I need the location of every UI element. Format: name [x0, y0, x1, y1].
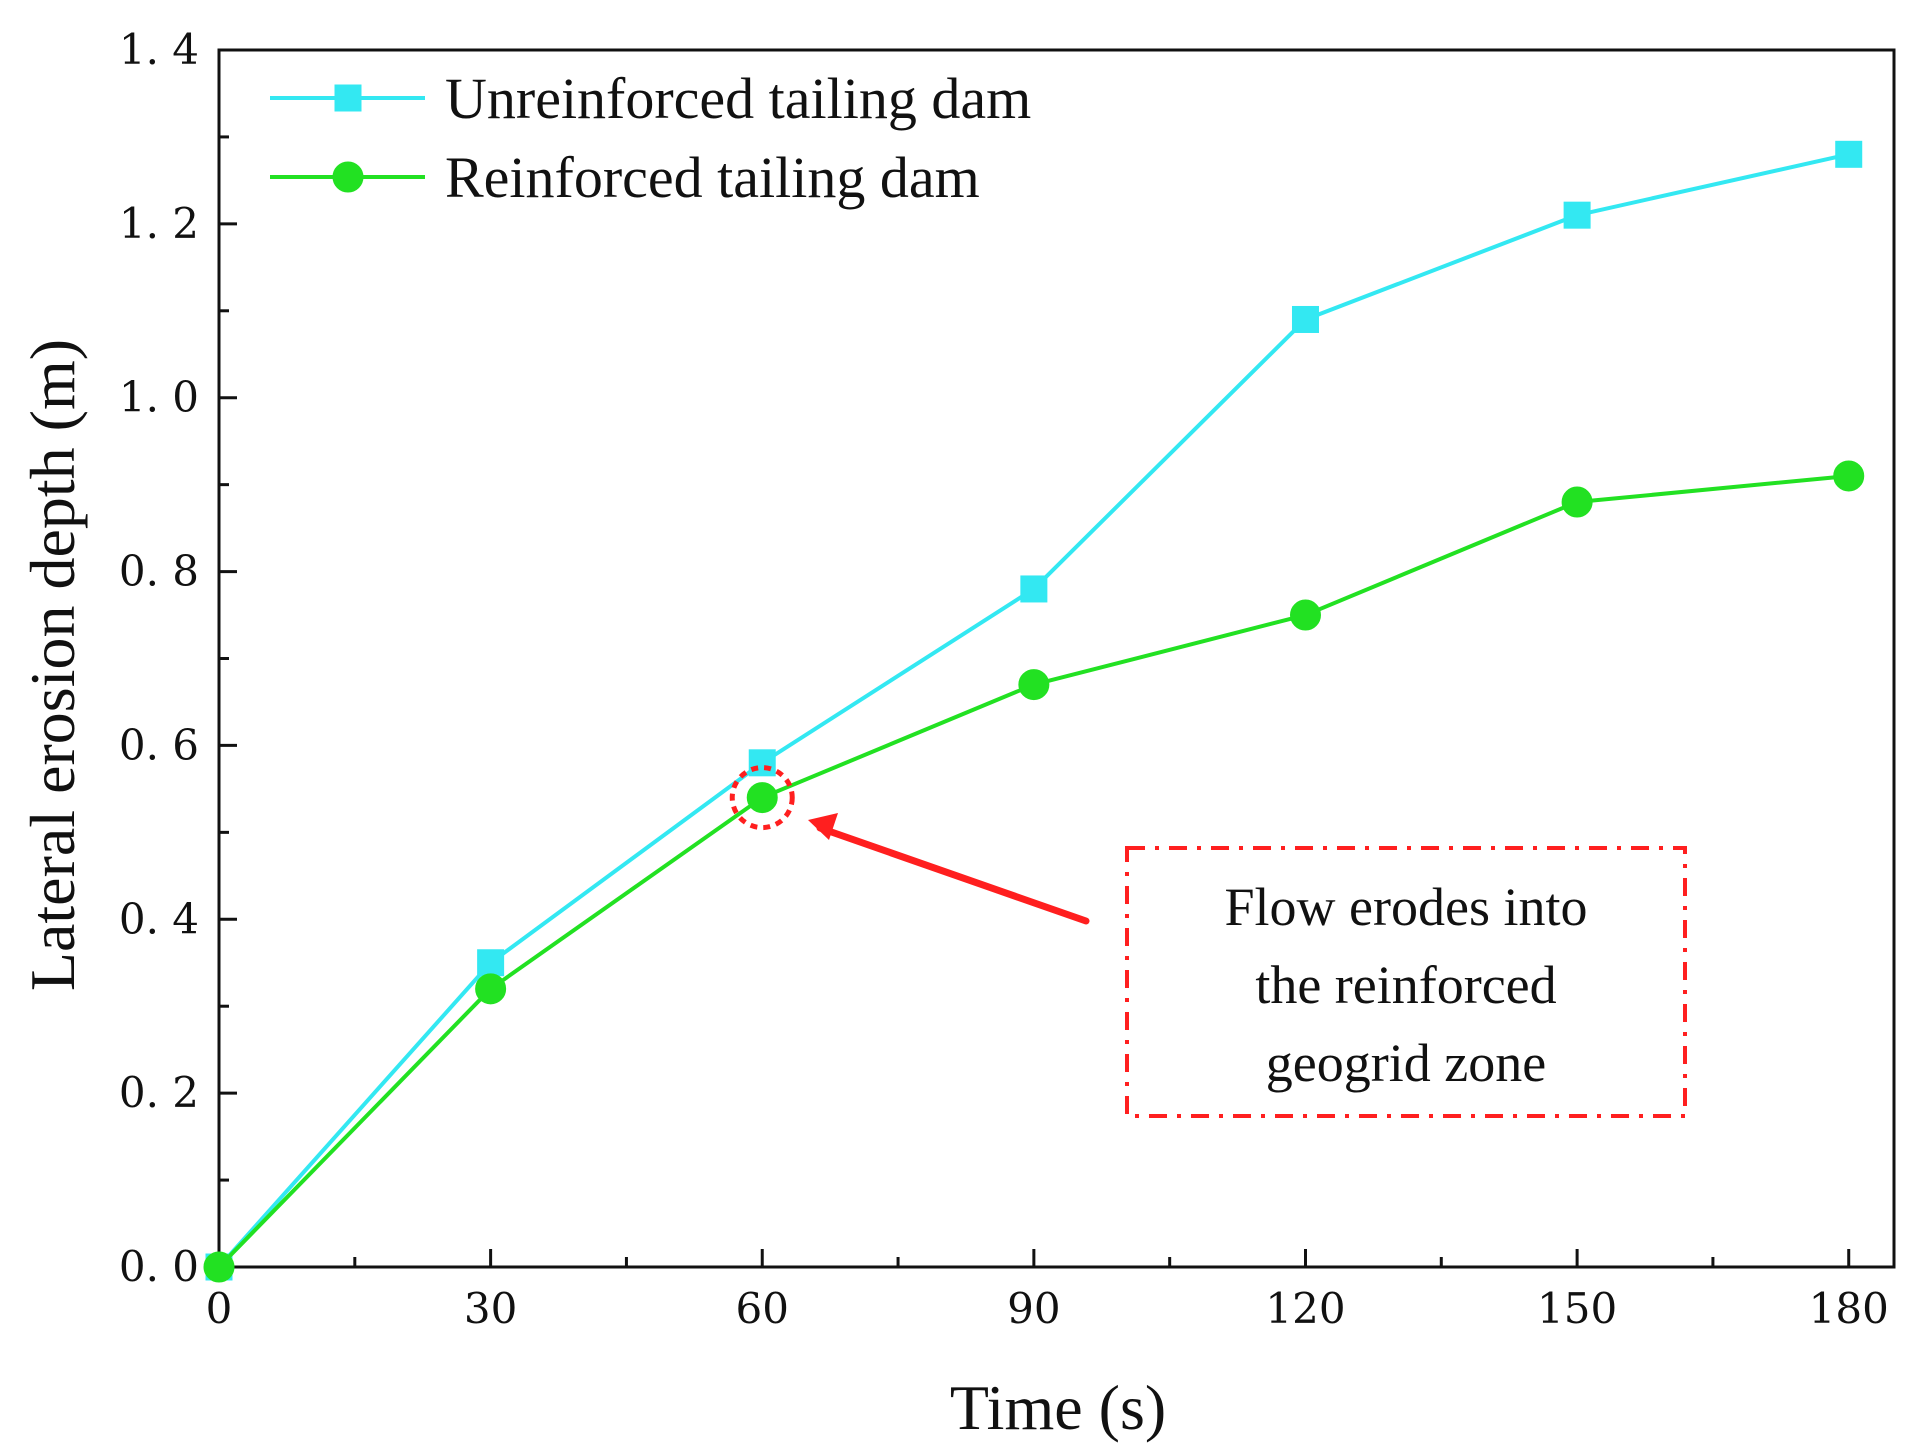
- y-tick-label: 0. 8: [119, 547, 199, 596]
- reinforced-marker: [203, 1251, 235, 1283]
- unreinforced-marker: [1291, 305, 1319, 333]
- reinforced-marker: [1833, 460, 1865, 492]
- legend-square-marker: [334, 84, 362, 112]
- annotation-arrow: [816, 824, 1090, 925]
- unreinforced-marker: [477, 949, 505, 977]
- x-tick-label: 0: [206, 1284, 233, 1333]
- reinforced-marker: [475, 973, 507, 1005]
- annotation-text-line: geogrid zone: [1266, 1033, 1546, 1093]
- highlight-circle: [729, 765, 795, 831]
- y-tick-label: 1. 0: [119, 373, 199, 422]
- legend-item-unreinforced: Unreinforced tailing dam: [270, 66, 1031, 131]
- legend-circle-marker: [332, 161, 364, 193]
- reinforced-marker: [1561, 486, 1593, 518]
- reinforced-marker: [1018, 669, 1050, 701]
- y-tick-label: 0. 4: [119, 894, 199, 943]
- unreinforced-marker: [1835, 140, 1863, 168]
- y-tick-label: 1. 4: [119, 25, 199, 74]
- reinforced-marker: [1289, 599, 1321, 631]
- unreinforced-marker: [748, 749, 776, 777]
- annotation-arrowhead: [808, 813, 838, 840]
- x-tick-label: 120: [1265, 1284, 1345, 1333]
- x-tick-label: 60: [736, 1284, 789, 1333]
- x-tick-label: 90: [1007, 1284, 1060, 1333]
- legend-item-reinforced: Reinforced tailing dam: [270, 145, 980, 210]
- x-tick-label: 150: [1537, 1284, 1617, 1333]
- x-tick-label: 180: [1809, 1284, 1889, 1333]
- y-tick-label: 0. 2: [119, 1068, 199, 1117]
- reinforced-series: [203, 460, 1865, 1283]
- annotation-text-line: the reinforced: [1255, 955, 1556, 1015]
- x-axis-title: Time (s): [950, 1372, 1166, 1443]
- annotation-box: [1125, 846, 1687, 1118]
- unreinforced-marker: [1020, 575, 1048, 603]
- x-tick-label: 30: [464, 1284, 517, 1333]
- legend-label: Reinforced tailing dam: [445, 145, 980, 210]
- y-tick-label: 0. 0: [119, 1242, 199, 1291]
- unreinforced-marker: [1563, 201, 1591, 229]
- annotation-text-line: Flow erodes into: [1225, 877, 1588, 937]
- y-tick-label: 1. 2: [119, 199, 199, 248]
- y-tick-label: 0. 6: [119, 720, 199, 769]
- reinforced-marker: [746, 782, 778, 814]
- legend-label: Unreinforced tailing dam: [445, 66, 1031, 131]
- y-axis-title: Lateral erosion depth (m): [17, 339, 88, 991]
